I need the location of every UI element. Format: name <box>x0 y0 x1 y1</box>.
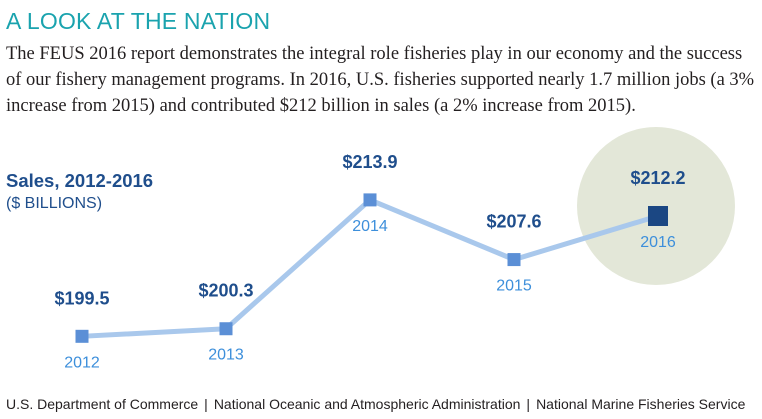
year-label-2016: 2016 <box>640 234 676 251</box>
footer-noaa: National Oceanic and Atmospheric Adminis… <box>213 396 521 412</box>
footer-separator: | <box>526 396 531 412</box>
data-point-2015 <box>507 253 521 267</box>
value-label-2012: $199.5 <box>54 288 109 308</box>
data-point-2012 <box>75 329 89 343</box>
data-point-2016 <box>648 206 668 226</box>
value-label-2015: $207.6 <box>486 212 541 232</box>
data-point-2013 <box>219 322 233 336</box>
value-label-2013: $200.3 <box>198 281 253 301</box>
footer-nmfs: National Marine Fisheries Service <box>536 396 746 412</box>
chart-title: Sales, 2012-2016 <box>6 170 154 191</box>
year-label-2013: 2013 <box>208 347 244 364</box>
footer-separator: | <box>204 396 208 412</box>
footer-commerce: U.S. Department of Commerce <box>6 396 199 412</box>
year-label-2015: 2015 <box>496 278 532 295</box>
data-point-2014 <box>363 193 377 207</box>
value-label-2014: $213.9 <box>342 152 397 172</box>
footer: U.S. Department of Commerce | National Oce… <box>6 396 745 412</box>
value-label-2016: $212.2 <box>630 168 685 188</box>
sales-line-chart: $199.5 2012 $200.3 2013 $213.9 2014 $207.6 2015… <box>54 127 735 371</box>
page-heading: A LOOK AT THE NATION <box>6 8 271 34</box>
year-label-2014: 2014 <box>352 218 388 235</box>
chart-units-label: ($ BILLIONS) <box>6 195 103 212</box>
intro-paragraph: The FEUS 2016 report demonstrates the in… <box>6 44 755 116</box>
year-label-2012: 2012 <box>64 354 100 371</box>
